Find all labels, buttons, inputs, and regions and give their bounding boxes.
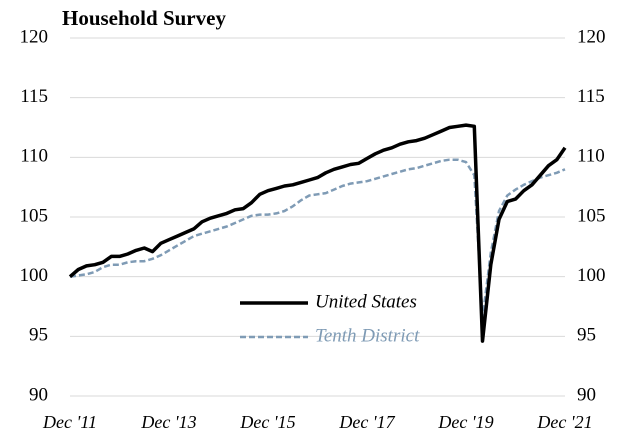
chart-title: Household Survey <box>62 6 226 30</box>
y-tick-label: 115 <box>20 86 48 107</box>
x-tick-label: Dec '21 <box>536 412 592 432</box>
x-tick-label: Dec '15 <box>239 412 295 432</box>
series-line <box>68 123 567 343</box>
y2-tick-label: 115 <box>577 86 605 107</box>
y-tick-label: 100 <box>20 265 49 286</box>
y2-tick-label: 100 <box>577 265 606 286</box>
y2-tick-label: 120 <box>577 26 606 47</box>
x-tick-label: Dec '11 <box>42 412 97 432</box>
y-tick-label: 110 <box>20 146 48 167</box>
y2-tick-label: 105 <box>577 205 606 226</box>
y2-tick-label: 90 <box>577 384 596 405</box>
x-tick-label: Dec '13 <box>140 412 196 432</box>
y-tick-label: 120 <box>20 26 49 47</box>
legend-label: Tenth District <box>315 325 420 346</box>
y-tick-label: 105 <box>20 205 49 226</box>
y-tick-label: 95 <box>29 325 48 346</box>
x-tick-label: Dec '17 <box>338 412 395 432</box>
y2-tick-label: 110 <box>577 146 605 167</box>
x-tick-label: Dec '19 <box>437 412 493 432</box>
y2-tick-label: 95 <box>577 325 596 346</box>
y-tick-label: 90 <box>29 384 48 405</box>
legend-label: United States <box>315 291 417 312</box>
